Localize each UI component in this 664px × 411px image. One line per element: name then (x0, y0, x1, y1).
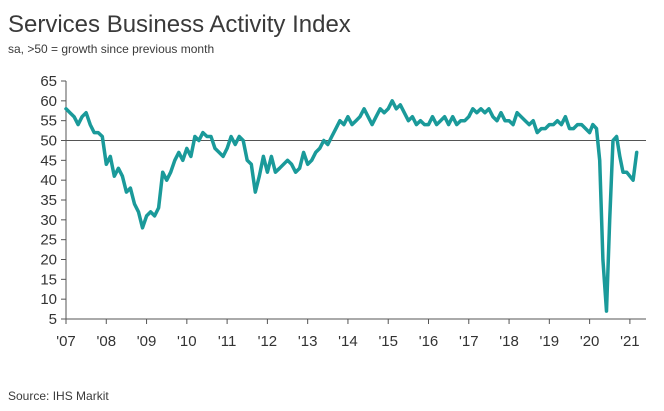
line-chart: 5 10 15 20 25 30 35 40 45 50 55 60 65 '07 '08 '09 '10 '1… (40, 73, 646, 350)
series-line (64, 99, 639, 313)
y-tick-label: 50 (40, 133, 57, 150)
y-tick-label: 30 (40, 212, 57, 229)
x-tick-label: '12 (258, 333, 278, 350)
y-axis: 5 10 15 20 25 30 35 40 45 50 55 60 65 (40, 73, 67, 328)
y-tick-label: 45 (40, 152, 57, 169)
y-tick-label: 55 (40, 113, 57, 130)
y-tick-label: 60 (40, 93, 57, 110)
y-tick-label: 15 (40, 271, 57, 288)
x-tick-label: '08 (96, 333, 116, 350)
x-tick-label: '14 (338, 333, 358, 350)
chart-title: Services Business Activity Index (8, 11, 351, 38)
y-tick-label: 5 (49, 311, 57, 328)
x-tick-label: '16 (419, 333, 439, 350)
chart-subtitle: sa, >50 = growth since previous month (8, 42, 215, 56)
x-tick-label: '07 (56, 333, 76, 350)
x-tick-label: '18 (499, 333, 519, 350)
x-tick-label: '13 (298, 333, 318, 350)
y-tick-label: 10 (40, 291, 57, 308)
x-tick-label: '10 (177, 333, 197, 350)
x-tick-label: '21 (620, 333, 640, 350)
x-tick-label: '15 (378, 333, 398, 350)
x-tick-label: '09 (137, 333, 157, 350)
x-tick-label: '17 (459, 333, 479, 350)
y-tick-label: 20 (40, 252, 57, 269)
x-axis: '07 '08 '09 '10 '11 '12 '13 '14 '15 '16 '17 '18 '19 '… (56, 318, 646, 350)
y-tick-label: 40 (40, 172, 57, 189)
y-tick-label: 35 (40, 192, 57, 209)
x-tick-label: '20 (580, 333, 600, 350)
x-tick-label: '11 (218, 333, 236, 350)
series-group (64, 99, 639, 313)
y-tick-label: 25 (40, 232, 57, 249)
y-tick-label: 65 (40, 73, 57, 90)
x-tick-label: '19 (540, 333, 560, 350)
source-note: Source: IHS Markit (8, 389, 109, 403)
